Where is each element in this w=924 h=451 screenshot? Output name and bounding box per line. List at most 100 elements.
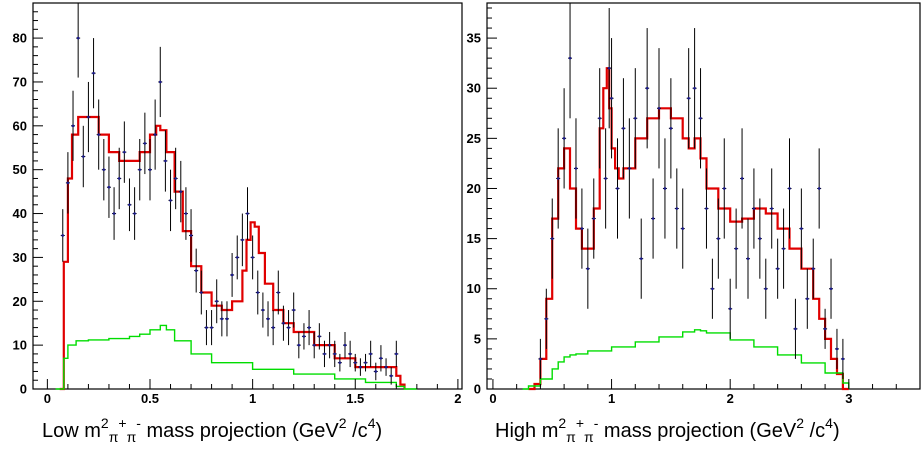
- data-point: [138, 168, 142, 171]
- xtitle-high-sup1: 2: [558, 415, 566, 431]
- data-point: [657, 106, 661, 110]
- x-tick-label: 3: [845, 391, 852, 406]
- data-point: [174, 177, 177, 180]
- data-point: [215, 299, 219, 303]
- data-point: [669, 127, 673, 130]
- xtitle-high-sup4: 2: [796, 415, 804, 431]
- data-point: [184, 212, 188, 215]
- data-point: [610, 96, 613, 100]
- y-tick-label: 50: [13, 162, 27, 177]
- data-point: [282, 321, 285, 325]
- xtitle-low-post: /c: [347, 420, 368, 442]
- plot-frame-high: [486, 2, 921, 390]
- xtitle-high-sub1: π: [566, 429, 576, 445]
- data-point: [164, 159, 167, 163]
- xtitle-high-pre: High m: [495, 420, 558, 442]
- data-point: [633, 116, 637, 120]
- y-tick-label: 60: [13, 118, 27, 133]
- data-point: [651, 217, 655, 220]
- data-point: [645, 86, 649, 90]
- data-point: [586, 267, 590, 270]
- data-point: [241, 238, 244, 242]
- data-point: [158, 80, 162, 84]
- data-point: [374, 370, 378, 373]
- data-point: [153, 133, 157, 136]
- data-point: [568, 56, 572, 60]
- data-point: [687, 96, 690, 100]
- data-point: [711, 287, 714, 291]
- data-point: [97, 133, 100, 136]
- y-tick-label: 10: [467, 281, 481, 296]
- data-point: [740, 177, 744, 180]
- background-curve-high: [522, 329, 850, 390]
- data-point: [699, 116, 702, 120]
- y-tick-label: 0: [20, 382, 27, 397]
- data-point: [323, 352, 326, 356]
- data-point: [112, 212, 116, 215]
- data-point: [353, 361, 357, 364]
- axes-high: 0 5 10 15 20 25 30 35 0 1 2 3: [467, 7, 921, 406]
- data-point: [817, 187, 821, 190]
- xtitle-low-sup5: 4: [368, 415, 376, 431]
- data-point: [169, 199, 172, 202]
- data-point: [343, 343, 347, 347]
- xtitle-high-sub2: π: [584, 429, 594, 445]
- data-point: [811, 267, 815, 270]
- y-tick-label: 20: [467, 181, 481, 196]
- y-tick-label: 30: [467, 81, 481, 96]
- data-point: [312, 343, 316, 347]
- data-point: [693, 86, 696, 90]
- data-point: [200, 291, 203, 294]
- data-point: [220, 317, 224, 321]
- xtitle-high-sup2: +: [576, 415, 584, 431]
- y-tick-label: 35: [467, 31, 481, 46]
- data-point: [225, 317, 229, 321]
- data-point: [550, 237, 554, 240]
- data-point: [722, 187, 726, 190]
- data-point: [628, 167, 631, 170]
- y-tick-label: 30: [13, 250, 27, 265]
- data-point: [663, 187, 667, 190]
- data-point: [318, 335, 321, 338]
- data-point: [776, 267, 779, 270]
- xtitle-high-mid: mass projection (GeV: [598, 420, 797, 442]
- data-point: [210, 326, 213, 329]
- data-point: [841, 357, 845, 361]
- data-point: [598, 116, 601, 120]
- data-point: [604, 177, 607, 180]
- xtitle-high-post: /c: [804, 420, 825, 442]
- x-tick-label: 0.5: [141, 391, 159, 406]
- data-point: [758, 237, 762, 240]
- x-axis-title-high: High m2π+π- mass projection (GeV2 /c4): [495, 415, 840, 445]
- x-tick-label: 0: [489, 391, 496, 406]
- data-point: [235, 256, 239, 259]
- data-point: [764, 287, 768, 291]
- data-point: [752, 207, 756, 210]
- xtitle-high-end: ): [833, 420, 840, 442]
- x-tick-label: 0: [44, 391, 51, 406]
- data-point: [266, 317, 270, 321]
- data-point: [230, 273, 234, 277]
- data-point: [76, 36, 80, 40]
- xtitle-high-sup5: 4: [825, 415, 833, 431]
- data-point: [251, 256, 254, 259]
- y-tick-label: 80: [13, 31, 27, 46]
- y-tick-label: 5: [474, 331, 481, 346]
- data-point: [148, 168, 152, 171]
- data-point: [539, 357, 542, 361]
- x-axis-title-low: Low m2π+π- mass projection (GeV2 /c4): [42, 415, 382, 445]
- xtitle-high-sup3: -: [594, 415, 599, 431]
- data-point: [746, 257, 750, 260]
- data-point: [333, 352, 337, 356]
- data-point: [580, 227, 584, 230]
- data-point: [87, 115, 90, 119]
- data-point: [128, 203, 131, 207]
- data-point: [379, 356, 383, 360]
- x-tick-label: 1: [608, 391, 615, 406]
- axes-low: 0 10 20 30 40 50 60 70 80 0 0.5 1 1.5 2: [13, 2, 462, 406]
- data-point: [734, 247, 738, 250]
- data-point: [728, 307, 732, 311]
- data-point: [574, 167, 578, 170]
- y-tick-label: 25: [467, 131, 481, 146]
- xtitle-low-sub2: π: [127, 429, 137, 445]
